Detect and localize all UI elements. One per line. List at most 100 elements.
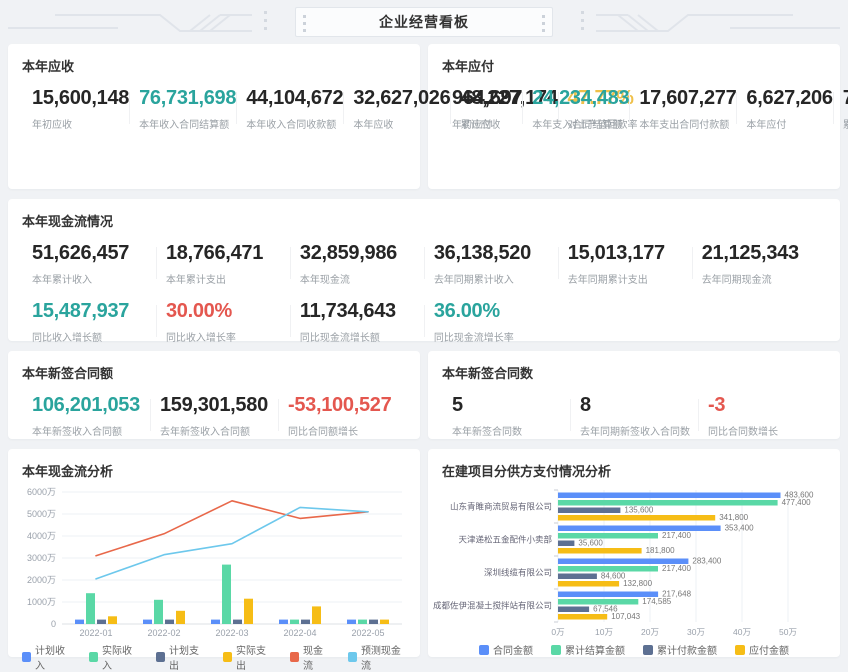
contract-amount-card-title: 本年新签合同额 (22, 366, 114, 381)
stat-block: 30.00% 同比收入增长率 (155, 300, 290, 344)
svg-text:477,400: 477,400 (782, 498, 811, 507)
cashflow-combo-chart: 0 1000万 2000万 3000万 4000万 5000万 6000万 2022-01 20… (27, 487, 402, 638)
stat-label: 本年现金流 (299, 275, 350, 286)
stat-label: 年初应收 (32, 120, 72, 131)
svg-text:1000万: 1000万 (27, 597, 56, 607)
svg-text:2000万: 2000万 (27, 575, 56, 585)
payable-stats: 964,697 年初应付 24,234,483 本年支入合同结算额 17,607,277… (442, 87, 848, 131)
stat-label: 本年支出合同付款额 (639, 120, 730, 131)
legend-label: 累计结算金额 (565, 646, 625, 657)
svg-text:217,400: 217,400 (662, 531, 691, 540)
stat-label: 本年新签合同数 (452, 427, 522, 438)
stat-block: 51,626,457 本年累计收入 (22, 242, 156, 286)
stat-block: 32,627,026 本年应收 (343, 87, 451, 131)
legend-swatch (156, 652, 165, 662)
legend-swatch (223, 652, 232, 662)
stat-label: 同比收入增长额 (32, 333, 102, 344)
stat-label: 累计应收 (460, 120, 501, 131)
stat-value: 36.00% (433, 300, 500, 322)
legend-item[interactable]: 现金流 (290, 642, 330, 672)
stat-block: 18,766,471 本年累计支出 (155, 242, 290, 286)
cashflow-chart-legend: 计划收入 实际收入 计划支出 实际支出 现金流 预测现金流 (22, 642, 406, 672)
svg-text:341,800: 341,800 (719, 513, 748, 522)
legend-item[interactable]: 实际收入 (89, 642, 138, 672)
legend-label: 应付金额 (749, 646, 789, 657)
stat-label: 同比现金流增长额 (299, 333, 380, 344)
stat-block: 6,627,206 本年应付 (736, 87, 833, 131)
stat-value: 15,600,148 (32, 87, 130, 109)
svg-text:107,043: 107,043 (611, 612, 640, 621)
stat-label: 对上产值回款率 (567, 120, 638, 131)
stat-value: 30.00% (165, 300, 232, 322)
legend-item[interactable]: 预测现金流 (347, 642, 406, 672)
legend-item[interactable]: 计划收入 (22, 642, 71, 672)
stat-label: 去年新签收入合同额 (159, 427, 250, 438)
stat-value: 15,487,937 (32, 300, 130, 322)
stat-label: 去年同期累计支出 (567, 275, 648, 286)
supplier-chart-title: 在建项目分供方支付情况分析 (442, 464, 612, 479)
stat-label: 本年累计支出 (165, 275, 226, 286)
svg-text:50万: 50万 (779, 627, 797, 637)
stat-label: 本年累计收入 (32, 275, 92, 286)
legend-label: 预测现金流 (360, 646, 401, 672)
stat-label: 本年收入合同收款额 (246, 120, 337, 131)
legend-label: 实际收入 (102, 646, 132, 672)
stat-value: 76,731,698 (139, 87, 237, 109)
stat-value: 36,138,520 (433, 242, 531, 264)
legend-item[interactable]: 累计付款金额 (643, 642, 717, 657)
stat-value: 5 (452, 394, 463, 416)
title-box-dots-left (303, 15, 306, 32)
stat-value: 24,234,483 (532, 87, 630, 109)
stat-label: 本年应付 (746, 120, 787, 131)
stat-block: 47.77% 对上产值回款率 (557, 87, 638, 131)
cashflow-chart-title: 本年现金流分析 (22, 464, 114, 479)
cashflow-stats-row2: 15,487,937 同比收入增长额 30.00% 同比收入增长率 11,734,643… (22, 300, 826, 344)
cashflow-card-title: 本年现金流情况 (22, 214, 114, 229)
svg-text:283,400: 283,400 (692, 557, 721, 566)
legend-item[interactable]: 应付金额 (735, 642, 789, 657)
legend-item[interactable]: 累计结算金额 (551, 642, 625, 657)
stat-value: -3 (707, 394, 726, 416)
stat-value: 44,104,672 (246, 87, 344, 109)
legend-item[interactable]: 实际支出 (223, 642, 272, 672)
legend-item[interactable]: 合同金额 (479, 642, 533, 657)
stat-label: 本年收入合同结算额 (139, 120, 230, 131)
legend-swatch (347, 652, 357, 662)
svg-text:6000万: 6000万 (27, 487, 56, 497)
stat-block: 24,234,483 本年支入合同结算额 (522, 87, 630, 131)
stat-label: 同比现金流增长率 (433, 333, 514, 344)
stat-value: -53,100,527 (287, 394, 392, 416)
svg-text:30万: 30万 (687, 627, 705, 637)
title-box: 企业经营看板 (295, 7, 553, 37)
stat-value: 8 (579, 394, 591, 416)
legend-swatch (643, 644, 653, 655)
cashflow-summary-card: 本年现金流情况 51,626,457 本年累计收入 18,766,471 本年累计支出… (8, 199, 840, 344)
stat-block: 8 去年同期新签收入合同数 (569, 394, 698, 438)
stat-block: 159,301,580 去年新签收入合同额 (149, 394, 278, 438)
svg-text:84,600: 84,600 (601, 572, 626, 581)
stat-value: 964,697 (452, 87, 523, 109)
svg-text:天津递松五金配件小卖部: 天津递松五金配件小卖部 (458, 535, 552, 545)
svg-text:2022-03: 2022-03 (215, 628, 248, 638)
svg-text:10万: 10万 (595, 627, 613, 637)
legend-label: 累计付款金额 (657, 646, 717, 657)
legend-swatch (735, 644, 745, 655)
legend-item[interactable]: 计划支出 (156, 642, 205, 672)
payable-card: 本年应付 964,697 年初应付 24,234,483 本年支入合同结算额 17,60… (428, 44, 848, 189)
receivable-card: 本年应收 15,600,148 年初应收 76,731,698 本年收入合同结算额 44… (8, 44, 638, 189)
title-box-dots-right (542, 15, 545, 32)
svg-text:135,600: 135,600 (624, 506, 653, 515)
stat-value: 18,766,471 (165, 242, 264, 264)
payable-card-title: 本年应付 (442, 59, 495, 74)
stat-value: 159,301,580 (159, 394, 268, 416)
svg-text:2022-02: 2022-02 (147, 628, 180, 638)
kpi-row-2: 本年现金流情况 51,626,457 本年累计收入 18,766,471 本年累计支出… (8, 199, 840, 344)
stat-label: 本年支入合同结算额 (532, 120, 623, 131)
svg-text:2022-05: 2022-05 (351, 628, 384, 638)
stat-value: 47.77% (567, 87, 634, 109)
svg-text:217,648: 217,648 (662, 590, 691, 599)
contract-count-stats: 5 本年新签合同数 8 去年同期新签收入合同数 -3 同比合同数增长 (442, 394, 826, 438)
svg-text:2022-01: 2022-01 (79, 628, 112, 638)
stat-label: 去年同期现金流 (701, 275, 772, 286)
dashboard-header: 企业经营看板 (0, 0, 848, 44)
